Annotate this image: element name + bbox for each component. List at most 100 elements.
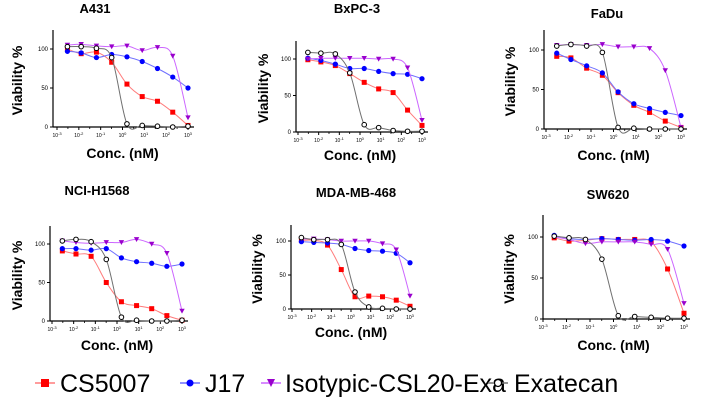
point-isotypic-csl20-exa [133,237,140,242]
x-tick-label: 10-2 [562,323,572,331]
point-isotypic-csl20-exa [681,301,687,307]
curve-j17 [556,52,682,117]
point-cs5007 [681,310,687,316]
x-axis-label: Conc. (nM) [324,147,396,163]
x-tick-label: 10-2 [314,136,324,144]
y-tick-label: 0 [45,125,49,131]
x-tick-label: 102 [655,133,664,141]
point-j17 [64,48,71,54]
point-isotypic-csl20-exa [390,56,396,62]
point-exatecan [59,238,66,244]
legend-marker-square [41,379,49,387]
point-exatecan [298,234,305,241]
point-exatecan [662,126,669,132]
point-j17 [648,236,654,243]
point-j17 [185,85,191,91]
legend-item-isotypic: Isotypic-CSL20-Exa [261,370,506,398]
point-exatecan [419,128,425,135]
point-isotypic-csl20-exa [662,68,668,74]
point-exatecan [568,41,574,48]
x-tick-label: 10-2 [74,131,84,139]
x-tick-label: 100 [356,136,365,144]
point-cs5007 [73,251,79,257]
panels: A431 Viability % Conc. (nM) 0 50 100 10-3 10-2 1… [9,1,690,353]
x-axis-label: Conc. (nM) [315,324,387,340]
point-exatecan [379,305,386,312]
point-isotypic-csl20-exa [361,55,367,61]
x-tick-label: 103 [184,131,193,139]
x-tick-label: 10-3 [293,136,303,144]
point-isotypic-csl20-exa [664,247,671,252]
point-exatecan [407,306,413,312]
point-exatecan [164,318,170,324]
point-cs5007 [170,109,176,115]
point-isotypic-csl20-exa [582,241,589,247]
legend-label-cs5007: CS5007 [60,370,150,398]
x-tick-label: 102 [156,325,165,333]
point-j17 [681,243,687,249]
point-isotypic-csl20-exa [404,65,411,71]
point-isotypic-csl20-exa [615,44,621,50]
point-j17 [170,74,176,80]
point-exatecan [179,317,185,324]
panel-title: BxPC-3 [334,1,380,16]
y-tick-label: 50 [279,273,286,279]
point-j17 [93,54,100,61]
point-isotypic-csl20-exa [648,242,654,247]
y-axis-label: Viability % [9,45,25,115]
x-tick-label: 103 [418,136,427,144]
point-j17 [599,70,605,76]
point-isotypic-csl20-exa [631,44,637,50]
x-tick-label: 100 [347,313,356,321]
panel-bxpc-3: BxPC-3 Viability % Conc. (nM) 0 50 100 10-3 10-… [255,1,428,163]
x-tick-label: 10-3 [538,323,548,331]
point-j17 [332,61,338,67]
point-j17 [664,238,671,244]
legend-label-isotypic: Isotypic-CSL20-Exa [285,370,506,398]
point-isotypic-csl20-exa [338,238,344,244]
point-cs5007 [139,94,145,100]
x-axis-label: Conc. (nM) [86,145,158,161]
x-tick-label: 103 [178,325,187,333]
point-j17 [631,101,637,107]
x-tick-label: 10-3 [52,131,62,139]
point-j17 [73,246,79,252]
legend-label-exatecan: Exatecan [514,370,618,398]
point-j17 [678,112,684,119]
y-tick-label: 50 [284,94,291,100]
point-isotypic-csl20-exa [154,45,161,51]
point-exatecan [154,123,161,130]
point-cs5007 [366,293,372,299]
point-j17 [118,255,125,261]
point-j17 [376,68,382,75]
point-isotypic-csl20-exa [149,241,155,247]
point-j17 [179,261,185,267]
point-j17 [584,63,590,69]
point-cs5007 [361,79,367,85]
point-isotypic-csl20-exa [139,48,145,54]
point-exatecan [139,122,146,129]
point-exatecan [88,238,94,245]
panel-nci-h1568: NCI-H1568 Viability % Conc. (nM) 0 50 100 10-3… [9,183,188,353]
point-exatecan [338,241,345,248]
point-isotypic-csl20-exa [599,42,606,48]
point-j17 [646,105,653,112]
point-exatecan [118,314,125,320]
point-cs5007 [164,313,170,319]
x-tick-label: 100 [119,131,128,139]
point-j17 [133,259,140,265]
legend-item-cs5007: CS5007 [35,370,150,398]
y-tick-label: 100 [276,239,287,245]
point-j17 [124,54,130,60]
x-tick-label: 101 [140,131,149,139]
point-isotypic-csl20-exa [179,308,185,314]
point-exatecan [648,314,654,321]
point-j17 [352,245,358,252]
point-exatecan [324,236,331,243]
point-isotypic-csl20-exa [599,239,605,245]
point-isotypic-csl20-exa [185,115,191,121]
point-cs5007 [380,294,386,300]
point-j17 [103,246,109,252]
point-cs5007 [149,306,155,312]
